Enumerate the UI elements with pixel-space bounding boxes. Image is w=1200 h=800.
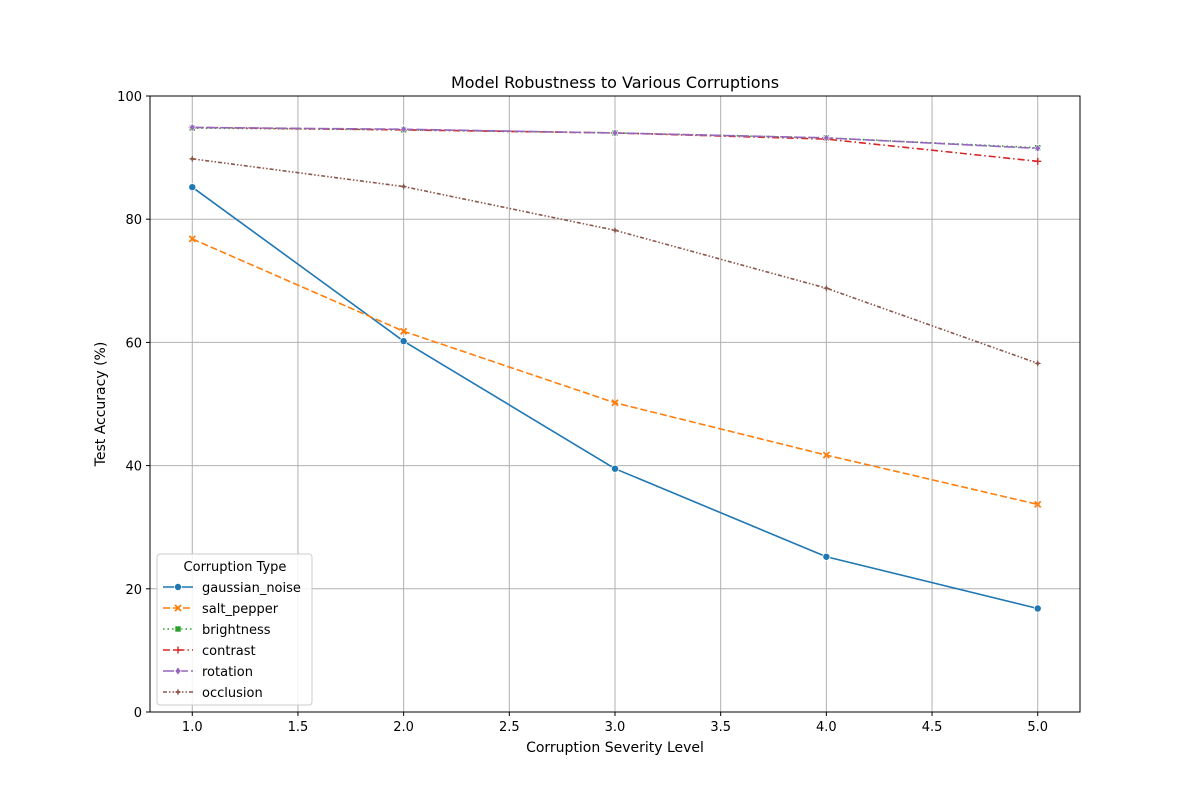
x-tick-label: 2.5 [499, 720, 520, 735]
x-tick-label: 3.5 [710, 720, 731, 735]
legend-swatch-marker [174, 688, 182, 696]
legend-box [156, 553, 313, 706]
y-tick-label: 20 [125, 583, 142, 598]
data-point [400, 124, 408, 134]
legend-label: salt_pepper [202, 602, 279, 617]
legend-label: occlusion [202, 686, 263, 701]
x-axis-label: Corruption Severity Level [526, 740, 704, 756]
legend-swatch-marker [174, 625, 182, 633]
data-point [399, 327, 408, 335]
data-point [1034, 143, 1042, 153]
series-gaussian-noise [188, 183, 1042, 613]
series-layer [188, 122, 1042, 613]
data-point [1034, 500, 1042, 509]
data-point [611, 128, 619, 138]
legend-title: Corruption Type [184, 560, 287, 575]
y-tick-label: 40 [125, 460, 142, 475]
data-point [1034, 359, 1042, 367]
data-point [188, 183, 197, 192]
data-point [188, 235, 196, 243]
y-tick-label: 100 [117, 90, 142, 105]
data-point [822, 284, 830, 292]
legend-swatch-marker [173, 583, 182, 592]
data-point [611, 226, 619, 234]
series-rotation [188, 122, 1042, 153]
data-point [822, 552, 831, 561]
legend-item: contrast [163, 644, 256, 659]
legend-swatch-marker [174, 646, 182, 654]
y-axis-label: Test Accuracy (%) [93, 342, 109, 468]
x-tick-label: 4.5 [922, 720, 943, 735]
y-tick-label: 0 [134, 706, 142, 721]
x-tick-label: 1.5 [288, 720, 309, 735]
data-point [400, 182, 408, 191]
series-occlusion [188, 155, 1042, 367]
legend-swatch-marker [174, 666, 182, 676]
x-tick-label: 3.0 [605, 720, 626, 735]
x-tick-label: 5.0 [1027, 720, 1048, 735]
legend-item: salt_pepper [163, 602, 279, 617]
legend-item: occlusion [163, 686, 263, 701]
x-tick-label: 1.0 [182, 720, 203, 735]
data-point [188, 155, 196, 163]
legend: Corruption Type gaussian_noise salt_peppe… [156, 553, 313, 706]
y-tick-label: 60 [125, 336, 142, 351]
legend-item: gaussian_noise [163, 581, 301, 596]
data-point [611, 399, 619, 407]
x-tick-label: 4.0 [816, 720, 837, 735]
data-point [399, 337, 408, 346]
axis-ticks: 1.0 1.5 2.0 2.5 3.0 3.5 4.0 4.5 5.0 0 20 40 60 80 100 [117, 90, 1048, 735]
chart-title: Model Robustness to Various Corruptions [451, 73, 779, 92]
legend-label: rotation [202, 665, 253, 680]
data-point [1034, 157, 1042, 165]
series-salt-pepper [188, 235, 1042, 509]
legend-item: brightness [163, 623, 271, 638]
y-tick-label: 80 [125, 213, 142, 228]
legend-swatch-marker [174, 604, 182, 612]
data-point [1033, 604, 1042, 613]
data-point [188, 122, 196, 132]
x-tick-label: 2.0 [393, 720, 414, 735]
legend-label: brightness [202, 623, 271, 638]
data-point [611, 464, 620, 473]
legend-label: gaussian_noise [202, 581, 301, 596]
data-point [822, 133, 830, 143]
legend-label: contrast [202, 644, 256, 659]
legend-items: gaussian_noise salt_pepper brightness contr… [163, 581, 301, 701]
data-point [822, 451, 831, 459]
legend-item: rotation [163, 665, 253, 680]
